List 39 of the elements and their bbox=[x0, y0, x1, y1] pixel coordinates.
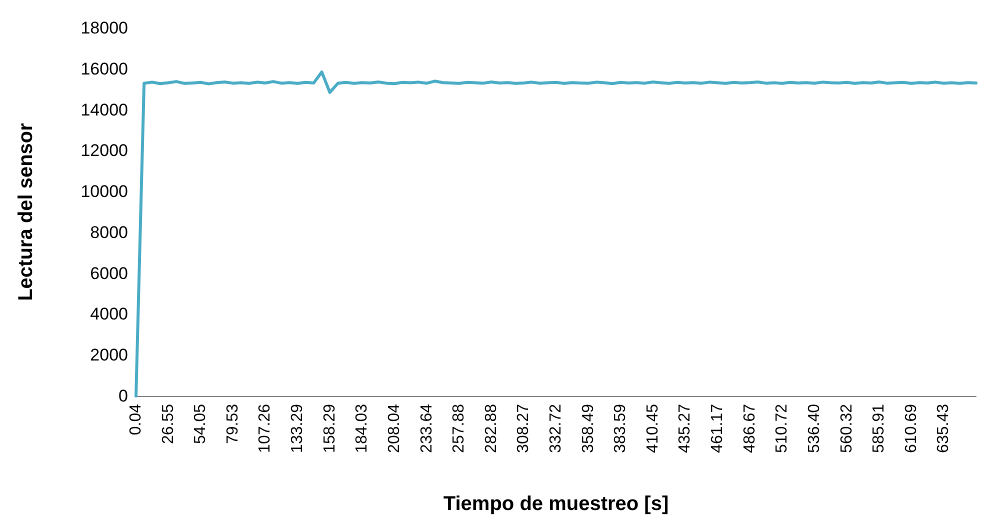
x-tick-label: 486.67 bbox=[741, 404, 758, 453]
y-tick-label: 8000 bbox=[90, 222, 128, 242]
x-tick-label: 536.40 bbox=[806, 404, 823, 453]
y-tick-label: 6000 bbox=[90, 264, 128, 283]
y-tick-label: 18000 bbox=[80, 18, 128, 38]
x-tick-label: 158.29 bbox=[321, 404, 338, 453]
x-tick-label: 257.88 bbox=[450, 404, 468, 453]
x-tick-label: 410.45 bbox=[644, 404, 662, 453]
y-axis-title: Lectura del sensor bbox=[15, 122, 37, 301]
y-tick-label: 0 bbox=[118, 386, 128, 406]
x-tick-label: 308.27 bbox=[515, 404, 532, 453]
y-tick-label: 10000 bbox=[80, 182, 128, 202]
x-tick-label: 635.43 bbox=[935, 404, 952, 453]
x-tick-label: 358.49 bbox=[580, 404, 597, 453]
y-tick-label: 16000 bbox=[80, 59, 128, 78]
x-tick-label: 26.55 bbox=[160, 404, 177, 444]
x-tick-label: 54.05 bbox=[192, 404, 210, 444]
y-tick-label: 2000 bbox=[90, 346, 128, 365]
x-tick-label: 332.72 bbox=[548, 404, 564, 453]
line-series bbox=[134, 70, 978, 398]
x-tick-label: 610.69 bbox=[902, 404, 920, 453]
y-tick-label: 4000 bbox=[90, 304, 128, 324]
x-tick-label: 510.72 bbox=[774, 404, 791, 453]
y-tick-label: 12000 bbox=[80, 141, 128, 160]
x-tick-label: 461.17 bbox=[709, 404, 726, 453]
x-tick-label: 282.88 bbox=[482, 404, 500, 453]
x-tick-label: 383.59 bbox=[612, 404, 630, 453]
x-tick-label: 435.27 bbox=[676, 404, 694, 453]
x-tick-label: 184.03 bbox=[354, 404, 371, 453]
x-tick-label: 585.91 bbox=[870, 404, 888, 453]
y-tick-label: 14000 bbox=[80, 100, 128, 120]
x-tick-label: 107.26 bbox=[256, 404, 274, 453]
x-tick-label: 133.29 bbox=[289, 404, 306, 453]
x-axis-title: Tiempo de muestreo [s] bbox=[443, 493, 669, 515]
x-tick-label: 0.04 bbox=[128, 404, 144, 436]
x-tick-label: 233.64 bbox=[418, 404, 436, 453]
x-tick-label: 560.32 bbox=[838, 404, 856, 453]
x-tick-label: 208.04 bbox=[386, 404, 403, 453]
x-tick-label: 79.53 bbox=[224, 404, 242, 444]
